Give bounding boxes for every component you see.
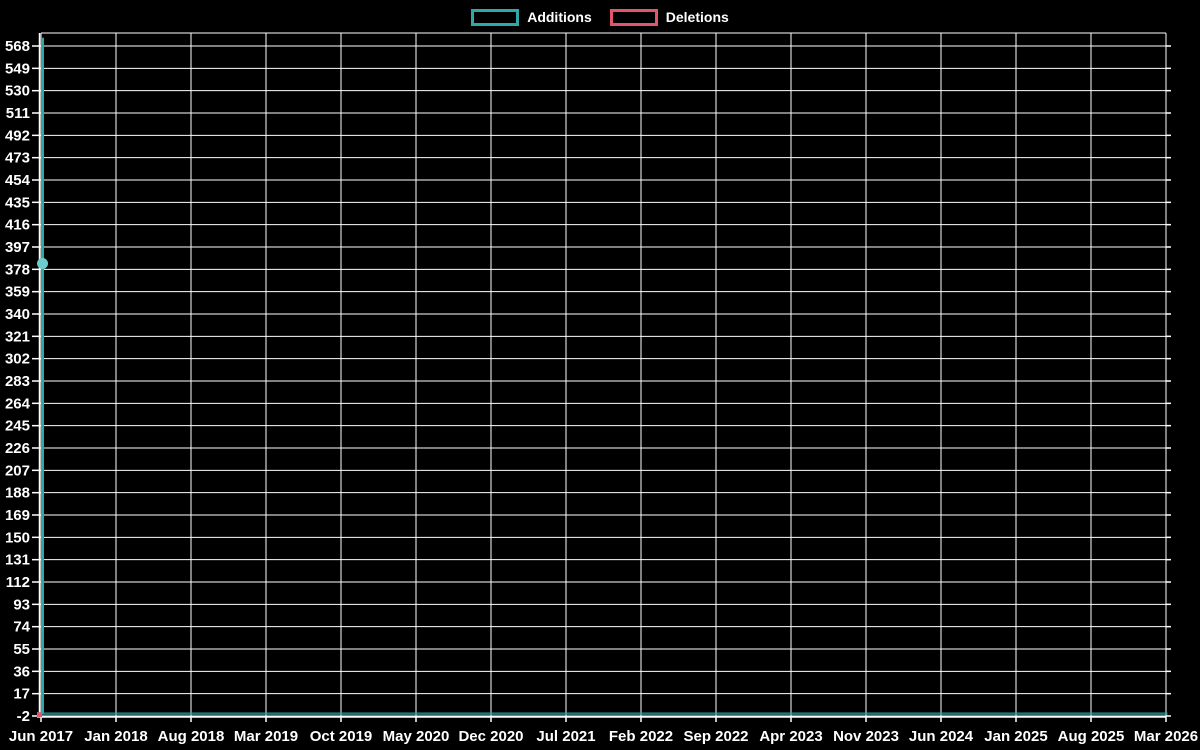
x-axis-label: Aug 2025 bbox=[1058, 728, 1125, 745]
x-axis-label: Mar 2019 bbox=[234, 728, 298, 745]
y-axis-label: 112 bbox=[6, 574, 30, 591]
y-axis-label: 378 bbox=[5, 261, 30, 278]
x-axis-label: Mar 2026 bbox=[1134, 728, 1198, 745]
legend-item-additions[interactable]: Additions bbox=[471, 8, 592, 26]
y-axis-label: 17 bbox=[13, 686, 30, 703]
x-axis-label: Sep 2022 bbox=[683, 728, 748, 745]
y-axis-label: 150 bbox=[5, 529, 30, 546]
y-axis-label: 530 bbox=[5, 83, 30, 100]
y-axis-label: 549 bbox=[5, 60, 30, 77]
x-axis-label: May 2020 bbox=[383, 728, 450, 745]
gridlines: 568 549 530 511 492 473 454 435 416 397 378 359 340 3… bbox=[5, 33, 1198, 745]
y-axis-label: 454 bbox=[5, 172, 31, 189]
additions-point-marker bbox=[37, 257, 48, 269]
x-axis-label: Feb 2022 bbox=[609, 728, 673, 745]
legend-label-deletions: Deletions bbox=[665, 9, 729, 25]
y-axis-label: 245 bbox=[5, 418, 30, 435]
y-axis-label: 169 bbox=[5, 507, 30, 524]
y-axis-label: 74 bbox=[13, 619, 30, 636]
x-axis-label: Aug 2018 bbox=[158, 728, 225, 745]
x-axis-label: Jul 2021 bbox=[536, 728, 595, 745]
x-axis-label: Jan 2025 bbox=[984, 728, 1047, 745]
y-axis-label: 36 bbox=[13, 663, 30, 680]
y-axis-label: 511 bbox=[6, 105, 30, 122]
y-axis-label: 264 bbox=[5, 395, 31, 412]
y-axis-label: 473 bbox=[5, 150, 30, 167]
x-axis-label: Jan 2018 bbox=[84, 728, 147, 745]
legend-label-additions: Additions bbox=[527, 9, 592, 25]
y-axis-label: 492 bbox=[5, 127, 30, 144]
y-axis-label: 55 bbox=[13, 641, 30, 658]
y-axis-label: 188 bbox=[5, 485, 30, 502]
x-axis-label: Apr 2023 bbox=[759, 728, 822, 745]
y-axis-label: 131 bbox=[5, 552, 30, 569]
additions-swatch-icon bbox=[471, 8, 520, 26]
x-axis-label: Jun 2024 bbox=[909, 728, 974, 745]
y-axis-label: 321 bbox=[5, 328, 30, 345]
y-axis-label: 93 bbox=[13, 596, 30, 613]
x-axis-label: Oct 2019 bbox=[310, 728, 373, 745]
deletions-point-marker bbox=[37, 712, 42, 718]
y-axis-label: 416 bbox=[5, 217, 30, 234]
y-axis-label: 359 bbox=[5, 284, 30, 301]
y-axis-label: 302 bbox=[5, 351, 30, 368]
y-axis-label: 226 bbox=[5, 440, 30, 457]
chart-legend: Additions Deletions bbox=[0, 8, 1200, 26]
y-axis-label: 397 bbox=[5, 239, 30, 256]
y-axis-label: 283 bbox=[5, 373, 30, 390]
y-axis-label: 340 bbox=[5, 306, 30, 323]
series-additions bbox=[37, 37, 1168, 715]
series-deletions bbox=[37, 712, 42, 718]
deletions-swatch-icon bbox=[609, 8, 658, 26]
y-axis-label: 435 bbox=[5, 194, 30, 211]
additions-line bbox=[41, 37, 1168, 715]
x-axis-label: Jun 2017 bbox=[9, 728, 73, 745]
x-axis-label: Dec 2020 bbox=[458, 728, 523, 745]
y-axis-label: -2 bbox=[17, 708, 30, 725]
y-axis-label: 568 bbox=[5, 38, 30, 55]
legend-item-deletions[interactable]: Deletions bbox=[609, 8, 729, 26]
x-axis-label: Nov 2023 bbox=[833, 728, 899, 745]
y-axis-label: 207 bbox=[5, 462, 30, 479]
axes bbox=[37, 32, 1166, 718]
